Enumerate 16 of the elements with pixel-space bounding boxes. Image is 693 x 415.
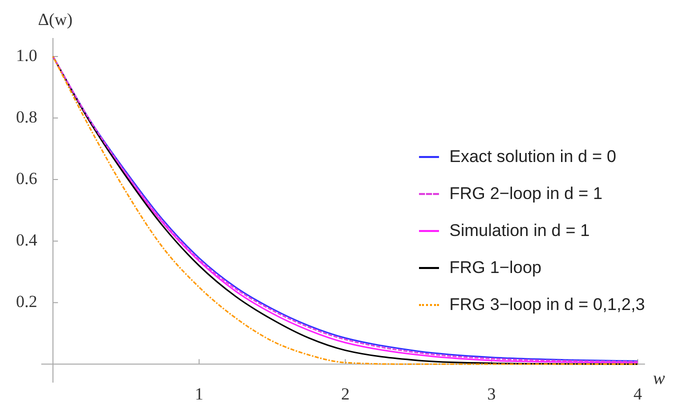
y-tick-label: 0.4: [16, 230, 38, 250]
x-tick-label: 3: [487, 384, 496, 404]
x-tick-label: 1: [194, 384, 204, 404]
x-tick-label: 4: [633, 384, 642, 404]
legend-label: FRG 3−loop in d = 0,1,2,3: [449, 294, 645, 314]
x-axis-title: w: [652, 368, 665, 389]
y-tick-label: 1.0: [16, 46, 38, 65]
y-tick-label: 0.2: [16, 292, 38, 312]
legend-label: Simulation in d = 1: [449, 220, 590, 240]
y-axis-title: Δ(w): [38, 10, 73, 30]
x-tick-label: 2: [341, 384, 350, 404]
legend-label: Exact solution in d = 0: [449, 146, 616, 166]
legend-label: FRG 1−loop: [449, 258, 542, 278]
y-tick-label: 0.6: [16, 169, 38, 188]
legend-label: FRG 2−loop in d = 1: [449, 184, 602, 204]
y-tick-label: 0.8: [16, 107, 38, 126]
